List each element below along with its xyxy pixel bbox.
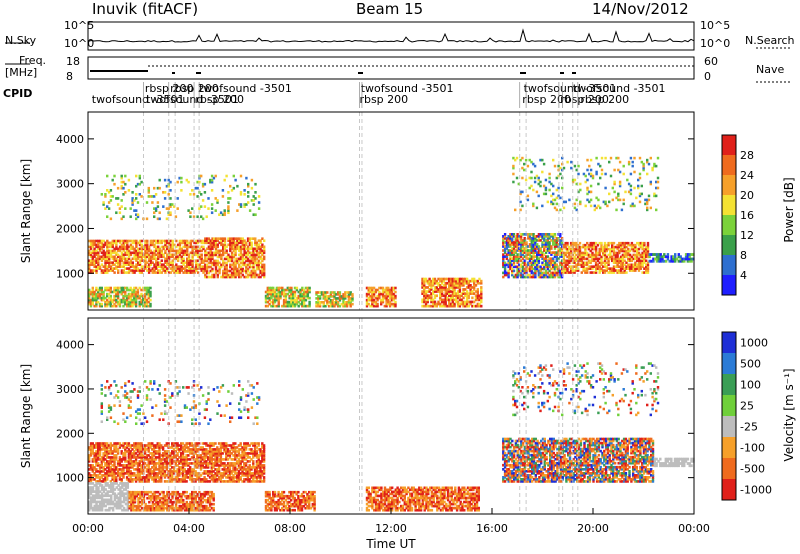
- velocity-ytick-0: 1000: [56, 472, 84, 485]
- freq-unit-label: [MHz]: [5, 66, 38, 79]
- xtick-3: 12:00: [375, 522, 407, 535]
- nave-tick-top: 60: [704, 55, 718, 68]
- velocity-ytick-1: 2000: [56, 427, 84, 440]
- power-colorbar-tick-6: 28: [740, 149, 754, 162]
- nave-label: Nave: [756, 63, 785, 76]
- velocity-region-1: [88, 482, 130, 512]
- velocity-y-axis-label: Slant Range [km]: [19, 364, 33, 468]
- power-colorbar-tick-2: 12: [740, 229, 754, 242]
- cpid-label: CPID: [3, 87, 33, 100]
- velocity-region-3: [264, 490, 316, 512]
- power-colorbar-tick-5: 24: [740, 169, 754, 182]
- velocity-region-6: [653, 457, 695, 468]
- velocity-colorbar: [721, 331, 737, 501]
- velocity-colorbar-tick-4: -25: [740, 421, 758, 434]
- nave-tick-bottom: 0: [704, 70, 711, 83]
- date-title: 14/Nov/2012: [592, 0, 689, 18]
- cpid-label-1: rbsp 200: [145, 82, 194, 95]
- power-ytick-0: 1000: [56, 267, 84, 280]
- xtick-5: 20:00: [577, 522, 609, 535]
- power-colorbar-tick-3: 16: [740, 209, 754, 222]
- xtick-0: 00:00: [72, 522, 104, 535]
- nsky-label: N.Sky: [5, 34, 37, 47]
- cpid-label-11: twofsound -3501: [573, 82, 666, 95]
- power-region-4: [315, 291, 354, 308]
- power-ytick-3: 4000: [56, 133, 84, 146]
- nsearch-tick-top: 10^5: [700, 19, 730, 32]
- power-colorbar-tick-4: 20: [740, 189, 754, 202]
- nsearch-tick-bottom: 10^0: [700, 37, 730, 50]
- cpid-label-9: twofsound -3501: [524, 82, 617, 95]
- velocity-colorbar-tick-5: -100: [740, 442, 765, 455]
- xtick-6: 00:00: [678, 522, 710, 535]
- velocity-colorbar-tick-0: 1000: [740, 337, 768, 350]
- nsky-trace: [87, 28, 695, 43]
- cpid-label-0: twofsound -3501: [92, 93, 185, 106]
- cpid-label-4: rbsp 200: [195, 93, 244, 106]
- xtick-4: 16:00: [476, 522, 508, 535]
- power-plot-frame: [87, 111, 695, 311]
- power-region-10: [100, 174, 261, 221]
- velocity-region-7: [100, 380, 261, 426]
- velocity-ytick-3: 4000: [56, 339, 84, 352]
- nsky-tick-top: 10^5: [64, 19, 94, 32]
- cpid-label-6: rbsp 200: [359, 93, 408, 106]
- velocity-colorbar-tick-3: 25: [740, 400, 754, 413]
- power-region-7: [502, 233, 564, 279]
- velocity-colorbar-tick-2: 100: [740, 379, 761, 392]
- velocity-colorbar-tick-1: 500: [740, 358, 761, 371]
- x-axis-label: Time UT: [365, 537, 416, 551]
- xtick-1: 04:00: [173, 522, 205, 535]
- power-region-3: [264, 286, 311, 308]
- velocity-ytick-2: 3000: [56, 383, 84, 396]
- power-colorbar: [721, 134, 737, 296]
- nsky-panel-frame: [87, 21, 695, 51]
- freq-trace: [90, 70, 576, 74]
- cpid-label-5: twofsound -3501: [199, 82, 292, 95]
- power-region-2: [88, 286, 152, 308]
- velocity-panel: 1000 2000 3000 4000 00:00 04:00 08:00 12:00 16:…: [19, 317, 796, 551]
- power-colorbar-tick-0: 4: [740, 269, 747, 282]
- cpid-label-2: twofsound -3501: [146, 93, 239, 106]
- velocity-region-4: [365, 486, 480, 512]
- cpid-label-12: rbsp 200: [580, 93, 629, 106]
- power-y-axis-label: Slant Range [km]: [19, 159, 33, 263]
- velocity-region-2: [128, 490, 215, 512]
- velocity-colorbar-tick-6: -500: [740, 463, 765, 476]
- cpid-label-7: twofsound -3501: [361, 82, 454, 95]
- nsky-tick-bottom: 10^0: [64, 37, 94, 50]
- power-region-5: [365, 286, 397, 308]
- freq-panel-frame: [87, 56, 695, 80]
- power-region-11: [512, 156, 660, 212]
- power-panel: 1000 2000 3000 4000 Slant Range [km] 4 8 12 16…: [19, 111, 796, 311]
- freq-tick-bottom: 8: [66, 70, 73, 83]
- cpid-label-3: rbsp 200: [170, 82, 219, 95]
- power-region-9: [648, 253, 695, 263]
- cpid-label-10: rbsp 200: [560, 93, 609, 106]
- station-title: Inuvik (fitACF): [92, 0, 199, 18]
- xtick-2: 08:00: [274, 522, 306, 535]
- velocity-region-8: [512, 362, 660, 417]
- freq-tick-top: 18: [66, 55, 80, 68]
- status-panels: 10^5 10^0 10^5 10^0 18 8 60 0: [5, 19, 790, 83]
- power-region-6: [421, 277, 483, 308]
- power-region-8: [562, 241, 650, 274]
- power-region-1: [204, 237, 266, 279]
- velocity-region-0: [88, 442, 266, 483]
- power-colorbar-tick-1: 8: [740, 249, 747, 262]
- power-ytick-1: 2000: [56, 222, 84, 235]
- velocity-colorbar-label: Velocity [m s⁻¹]: [782, 368, 796, 461]
- velocity-colorbar-tick-7: -1000: [740, 484, 772, 497]
- nsearch-label: N.Search: [745, 34, 795, 47]
- power-colorbar-label: Power [dB]: [782, 177, 796, 242]
- power-ytick-2: 3000: [56, 178, 84, 191]
- beam-title: Beam 15: [356, 0, 424, 18]
- power-region-0: [88, 239, 205, 274]
